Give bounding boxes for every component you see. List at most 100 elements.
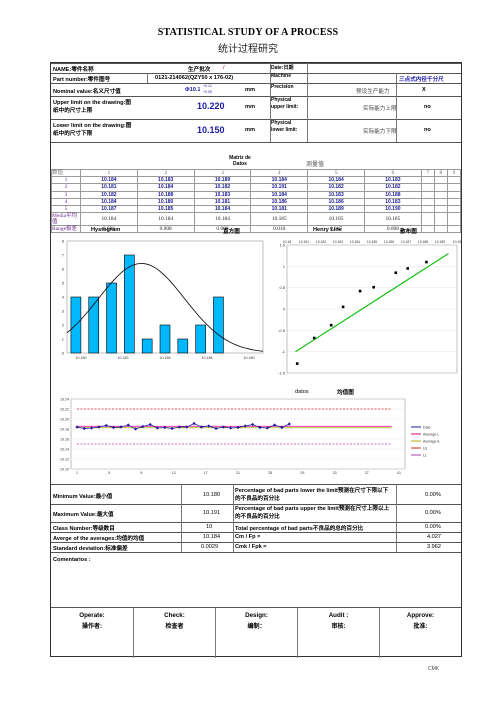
x-tick-label: 1 (76, 471, 78, 475)
data-point (295, 362, 299, 365)
average-chart: 10.24 10.22 10.20 10.18 10.16 10.14 10.12 10.10… (60, 398, 440, 476)
y-tick-label: 4 (62, 295, 65, 300)
y-tick-label: 1.5 (279, 243, 285, 248)
dato-marker (177, 425, 182, 429)
x-tick-label: 37 (365, 471, 369, 475)
x-tick-label: 10.189 (435, 240, 445, 244)
signature-operate: Operate: 操作者: (51, 608, 133, 658)
upper-physical-value: no (424, 104, 431, 110)
dato-marker (214, 426, 218, 431)
nominal-label: Nominal value:名义尺寸值 (53, 89, 121, 95)
x-tick-label: 25 (268, 471, 272, 475)
dato-marker (163, 425, 167, 430)
range-label: Range极差 (51, 225, 81, 234)
x-tick-label: 10.188 (418, 240, 428, 244)
dato-marker (185, 425, 189, 429)
datos-label: datos (295, 389, 309, 395)
table-cell: 10.189 (193, 176, 252, 185)
x-tick-label: 10.184 (350, 240, 360, 244)
dato-marker (199, 425, 204, 429)
col-header: 3 (193, 168, 252, 178)
table-cell: 10.184 (136, 183, 195, 192)
table-cell: 10.184 (193, 204, 252, 214)
histogram-bar (124, 254, 135, 354)
y-tick-label: 10.16 (60, 438, 69, 442)
data-point (312, 336, 316, 340)
table-cell: 10.182 (80, 190, 138, 199)
part-number-label: Part number:零件图号 (53, 77, 111, 83)
col-header: 8 (433, 168, 448, 178)
table-cell: 10.184 (80, 197, 138, 206)
data-point (372, 285, 375, 289)
range-cell: 0.010 (250, 225, 309, 234)
dato-marker (272, 423, 277, 427)
precision-label: Precision (271, 84, 294, 90)
media-row: Media平均值 10.184 10.184 10.184 10.185 10.… (51, 212, 462, 227)
class-label: Class Number:等级数目 (53, 526, 115, 532)
henry-title: Henry Line (313, 227, 342, 233)
row-label: 1 (51, 176, 81, 185)
data-matrix: 数值 1 2 3 4 5 6 7 8 9 1 10.184 10.183 10.… (51, 168, 462, 234)
page-title: STATISTICAL STUDY OF A PROCESS (157, 27, 339, 38)
dato-marker (148, 422, 152, 427)
x-tick-label: 10.188 (202, 356, 213, 360)
table-row: 3 10.182 10.188 10.183 10.184 10.183 10.… (51, 190, 462, 199)
dato-marker (170, 426, 174, 431)
col-header: 2 (136, 168, 195, 178)
data-point (394, 271, 398, 275)
histogram-title: Hystogram (91, 227, 121, 233)
matrix-caption-en: Matriz de Datos (229, 155, 251, 167)
dato-marker (221, 425, 225, 429)
x-tick-label: 13 (172, 471, 176, 475)
normal-curve (66, 262, 264, 352)
y-tick-label: 0 (62, 351, 65, 356)
y-tick-label: -1 (281, 349, 285, 354)
avg-label: Averge of the averages:均值的均值 (53, 536, 145, 542)
dato-marker (75, 425, 79, 429)
data-point (406, 267, 409, 270)
x-tick-label: 29 (300, 471, 304, 475)
table-cell: 10.191 (250, 183, 309, 192)
table-row: 5 10.187 10.185 10.184 10.181 10.189 10.… (51, 204, 462, 214)
x-tick-label: 9 (140, 471, 142, 475)
range-cell: 0.008 (136, 225, 195, 234)
y-tick-label: -1.5 (278, 371, 286, 376)
table-cell: 10.184 (250, 190, 309, 199)
histogram-chart: 0 1 2 3 4 5 6 7 8 10.180 10.183 10.186 10.188 10.180 (62, 239, 264, 360)
histogram-title-cn: 直方图 (223, 229, 240, 235)
row-label: 3 (51, 190, 81, 199)
table-cell: 10.189 (307, 204, 365, 214)
dato-marker (141, 424, 145, 429)
measure-point: 三点式内径千分尺 (399, 77, 444, 83)
dato-marker (229, 426, 233, 430)
y-tick-label: 3 (62, 309, 65, 314)
y-tick-label: 10.10 (60, 468, 69, 472)
table-cell: 10.180 (136, 197, 195, 206)
signature-check-en: Check: (164, 612, 185, 619)
media-cell: 10.185 (250, 212, 309, 227)
lower-physical-label: Physical lower limit: (271, 120, 298, 133)
col-header: 4 (250, 168, 309, 178)
upper-limit-label: Upper limit on the drawing:图纸中的尺寸上限 (53, 100, 132, 114)
table-cell: 10.184 (80, 176, 138, 185)
x-tick-label: 21 (236, 471, 240, 475)
std-value: 0.0029 (201, 544, 219, 550)
table-row: 1 10.184 10.183 10.189 10.184 10.184 10.… (51, 176, 462, 185)
data-point (425, 260, 428, 264)
bad-upper-value: 0.00% (425, 510, 441, 516)
table-cell: 10.183 (136, 176, 195, 185)
table-cell: 10.188 (363, 190, 422, 199)
histogram-bar (195, 324, 206, 354)
batch-label: 生产批次 (188, 67, 211, 73)
x-tick-label: 10.186 (384, 240, 394, 244)
media-cell: 10.185 (363, 212, 422, 227)
upper-unit: mm (245, 104, 255, 110)
min-value: 10.180 (203, 492, 221, 498)
signature-approve: Approve: 批准: (379, 608, 461, 658)
y-tick-label: 8 (62, 239, 65, 244)
media-cell: 10.184 (80, 212, 138, 227)
class-value: 10 (206, 524, 213, 530)
dato-marker (207, 424, 211, 428)
legend-label: Average+L (423, 440, 440, 444)
dato-marker (82, 426, 86, 431)
